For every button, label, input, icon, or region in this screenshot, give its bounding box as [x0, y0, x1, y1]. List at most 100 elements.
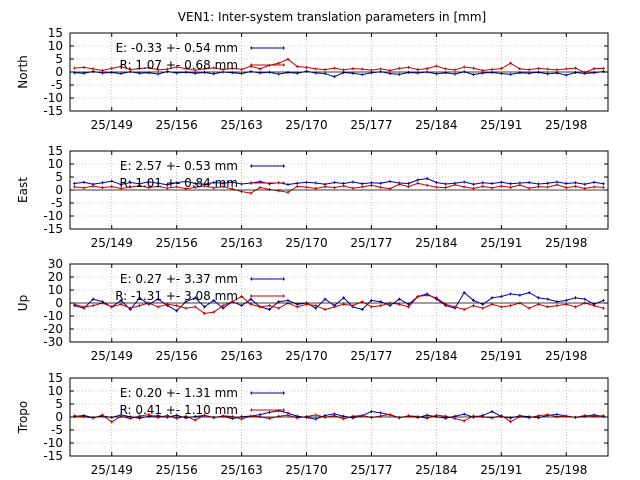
data-point-east-1-28	[332, 186, 336, 190]
data-point-east-1-31	[360, 185, 364, 189]
data-point-east-0-5	[119, 183, 123, 187]
legend-label-tropo-0: E: 0.20 +- 1.31 mm	[120, 386, 238, 400]
xtick-label-east-6: 25/191	[480, 236, 522, 250]
legend-marker-up-1	[251, 294, 284, 298]
data-point-east-0-43	[472, 182, 475, 186]
data-point-north-0-41	[453, 72, 457, 76]
legend-label-east-1: R: 1.01 +- 0.84 mm	[120, 176, 238, 190]
legend-marker-east-1	[251, 181, 284, 185]
data-point-tropo-1-21	[267, 417, 271, 421]
ytick-label-tropo-0: 15	[48, 371, 63, 385]
data-point-north-1-32	[369, 68, 373, 72]
data-point-east-1-19	[249, 191, 253, 195]
data-point-north-1-41	[453, 68, 457, 72]
xtick-label-tropo-3: 25/170	[285, 463, 327, 477]
data-point-east-1-0	[73, 185, 77, 189]
data-point-east-1-54	[574, 184, 578, 188]
xtick-label-east-5: 25/184	[415, 236, 457, 250]
data-point-up-1-33	[379, 304, 383, 308]
data-point-up-0-14	[203, 305, 206, 309]
data-point-tropo-1-48	[518, 414, 522, 418]
data-point-tropo-1-31	[360, 413, 364, 417]
data-point-east-1-11	[175, 185, 179, 189]
series-line-up-0	[74, 291, 604, 312]
data-point-up-0-50	[536, 296, 540, 300]
data-point-east-1-46	[499, 184, 503, 188]
ytick-label-north-5: -10	[43, 91, 63, 105]
data-point-up-0-13	[193, 296, 197, 300]
data-point-up-1-24	[295, 305, 299, 309]
data-point-north-0-2	[91, 69, 95, 73]
ytick-label-up-3: 0	[55, 296, 63, 310]
data-point-north-0-31	[360, 73, 364, 77]
xtick-label-east-2: 25/163	[220, 236, 262, 250]
data-point-north-0-18	[240, 72, 244, 76]
data-point-north-0-9	[156, 72, 160, 76]
ytick-label-east-5: -10	[43, 209, 63, 223]
ytick-label-up-0: 30	[48, 257, 63, 271]
ytick-label-north-0: 15	[48, 26, 63, 40]
data-point-up-1-28	[332, 305, 336, 309]
data-point-north-0-39	[434, 72, 438, 76]
data-point-tropo-1-39	[434, 413, 438, 417]
data-point-east-0-15	[212, 180, 216, 184]
data-point-east-1-40	[444, 186, 448, 190]
data-point-north-1-53	[564, 67, 568, 71]
data-point-north-1-55	[583, 71, 587, 75]
data-point-tropo-0-32	[369, 410, 373, 414]
data-point-east-1-33	[379, 185, 383, 189]
legend-label-up-0: E: 0.27 +- 3.37 mm	[120, 272, 238, 286]
data-point-up-0-9	[156, 297, 160, 301]
xtick-label-east-7: 25/198	[545, 236, 587, 250]
ylabel-up: Up	[16, 295, 30, 311]
xtick-label-up-7: 25/198	[545, 349, 587, 363]
data-point-up-1-22	[277, 306, 281, 310]
xtick-label-up-6: 25/191	[480, 349, 522, 363]
xtick-label-north-7: 25/198	[545, 118, 587, 132]
data-point-east-1-43	[472, 186, 475, 190]
data-point-tropo-1-47	[509, 420, 513, 424]
data-point-up-1-57	[601, 306, 605, 310]
data-point-north-1-9	[156, 68, 160, 72]
data-point-up-1-49	[527, 306, 531, 310]
data-point-east-1-42	[462, 185, 466, 189]
data-point-up-1-46	[499, 305, 503, 309]
data-point-up-1-32	[369, 305, 373, 309]
series-line-north-0	[74, 70, 604, 78]
legend-marker-tropo-1	[251, 408, 284, 412]
ylabel-tropo: Tropo	[16, 401, 30, 435]
data-point-east-0-16	[221, 181, 225, 185]
legend-marker-north-1	[251, 63, 284, 67]
data-point-up-1-15	[212, 310, 216, 314]
data-point-east-1-16	[221, 185, 225, 189]
xtick-label-east-0: 25/149	[91, 236, 133, 250]
data-point-up-0-48	[518, 293, 522, 297]
data-point-east-0-32	[369, 181, 373, 185]
data-point-east-1-23	[286, 190, 290, 194]
data-point-east-1-5	[119, 186, 123, 190]
data-point-tropo-1-54	[574, 416, 578, 420]
legend-label-north-1: R: 1.07 +- 0.68 mm	[120, 58, 238, 72]
data-point-east-0-57	[601, 182, 605, 186]
data-point-east-1-24	[295, 184, 299, 188]
xtick-label-tropo-1: 25/156	[156, 463, 198, 477]
legend-marker-east-0	[251, 164, 284, 168]
data-point-up-1-18	[240, 295, 244, 298]
ytick-label-north-4: -5	[51, 78, 63, 92]
data-point-east-0-33	[379, 181, 383, 185]
data-point-east-0-39	[434, 180, 438, 184]
legend-marker-up-0	[251, 277, 284, 281]
data-point-east-0-36	[407, 182, 411, 185]
ytick-label-east-2: 5	[55, 170, 63, 184]
data-point-north-1-12	[184, 67, 188, 71]
data-point-up-0-55	[583, 297, 587, 301]
data-point-east-1-39	[434, 185, 438, 189]
ytick-label-north-2: 5	[55, 52, 63, 66]
data-point-tropo-1-29	[342, 417, 346, 421]
xtick-label-east-3: 25/170	[285, 236, 327, 250]
data-point-east-0-51	[546, 181, 550, 185]
data-point-north-1-35	[397, 66, 401, 70]
data-point-east-1-51	[546, 185, 550, 189]
data-point-north-0-45	[490, 71, 494, 75]
data-point-east-0-56	[592, 180, 596, 184]
